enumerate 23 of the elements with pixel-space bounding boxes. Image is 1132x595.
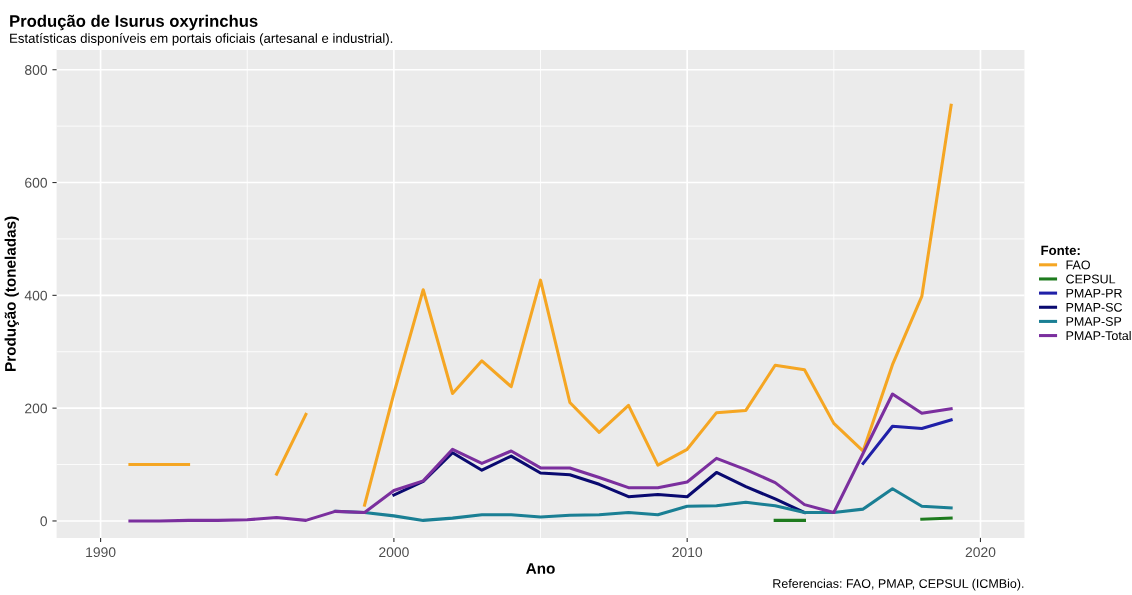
x-tick-label: 2000: [379, 547, 409, 558]
line-series: [861, 418, 953, 465]
legend-label: PMAP-PR: [1066, 288, 1122, 298]
legend-label: PMAP-SP: [1066, 317, 1122, 326]
line-series: [128, 392, 953, 523]
chart-title: Produção de Isurus oxyrinchus: [10, 14, 258, 31]
x-axis-title: Ano: [526, 563, 555, 574]
y-tick-label: 400: [24, 290, 48, 301]
x-tick-label: 2010: [672, 547, 703, 558]
x-tick-label: 2020: [965, 547, 996, 558]
legend-title: Fonte:: [1041, 245, 1080, 256]
y-axis-title: Produção (toneladas): [4, 216, 19, 371]
legend-label: FAO: [1066, 260, 1090, 270]
y-tick-label: 600: [25, 177, 48, 188]
x-tick-label: 1990: [86, 547, 116, 558]
legend-label: PMAP-SC: [1066, 302, 1123, 312]
y-tick-label: 0: [40, 516, 48, 527]
chart-subtitle: Estatísticas disponíveis em portais oficiais (artesanal e industrial).: [10, 33, 393, 46]
legend-label: CEPSUL: [1066, 274, 1116, 284]
legend-label: PMAP-Total: [1066, 330, 1131, 341]
y-tick-label: 800: [25, 65, 48, 75]
text: Referencias: FAO, PMAP, CEPSUL (ICMBio).: [773, 578, 1024, 591]
y-tick-label: 200: [25, 403, 48, 414]
